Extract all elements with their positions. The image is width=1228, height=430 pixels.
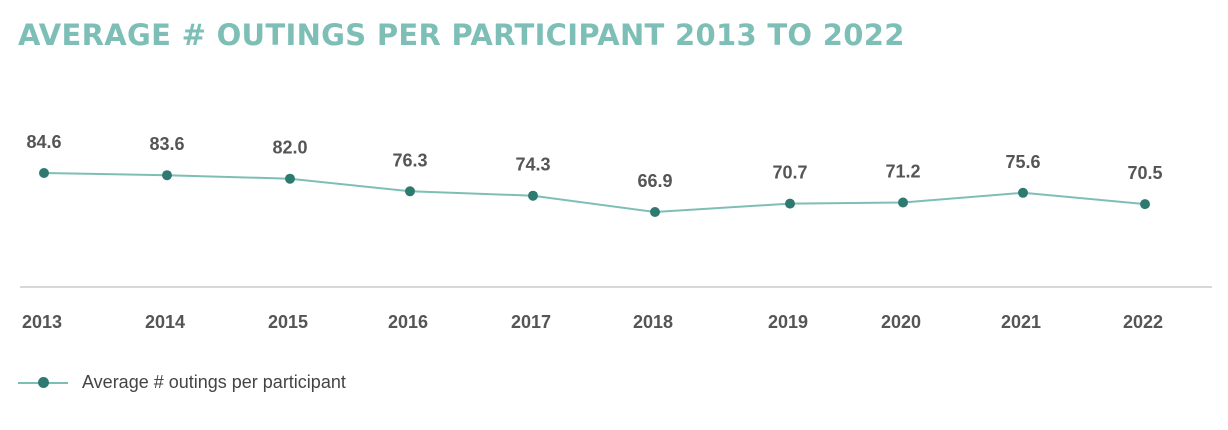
x-tick-label: 2016 <box>388 312 428 332</box>
data-label: 83.6 <box>149 134 184 154</box>
data-label: 70.7 <box>772 163 807 183</box>
data-label: 66.9 <box>637 171 672 191</box>
data-point <box>405 186 415 197</box>
data-point <box>898 197 908 208</box>
data-label: 82.0 <box>272 138 307 158</box>
legend-label: Average # outings per participant <box>82 372 346 392</box>
legend: Average # outings per participant <box>18 372 346 393</box>
data-point <box>785 198 795 209</box>
data-label: 75.6 <box>1005 152 1040 172</box>
x-tick-label: 2017 <box>511 312 551 332</box>
data-point <box>162 170 172 181</box>
x-tick-label: 2015 <box>268 312 308 332</box>
data-label: 76.3 <box>392 150 427 170</box>
x-tick-label: 2022 <box>1123 312 1163 332</box>
x-tick-label: 2013 <box>22 312 62 332</box>
chart-title: AVERAGE # OUTINGS PER PARTICIPANT 2013 T… <box>18 18 905 52</box>
data-point <box>39 168 49 178</box>
data-label: 70.5 <box>1127 163 1162 183</box>
legend-marker <box>38 376 49 388</box>
series-line <box>43 172 1146 214</box>
x-tick-label: 2020 <box>881 312 921 332</box>
data-label: 84.6 <box>26 132 61 152</box>
data-point <box>1018 187 1028 198</box>
legend-line-swatch <box>18 376 68 388</box>
x-tick-label: 2014 <box>145 312 185 332</box>
x-tick-label: 2019 <box>768 312 808 332</box>
x-tick-label: 2021 <box>1001 312 1041 332</box>
data-label: 74.3 <box>515 155 550 175</box>
data-label: 71.2 <box>885 162 920 182</box>
data-point <box>650 207 660 217</box>
data-point <box>1140 199 1150 210</box>
x-tick-label: 2018 <box>633 312 673 332</box>
data-point <box>285 173 295 184</box>
data-point <box>528 190 538 201</box>
